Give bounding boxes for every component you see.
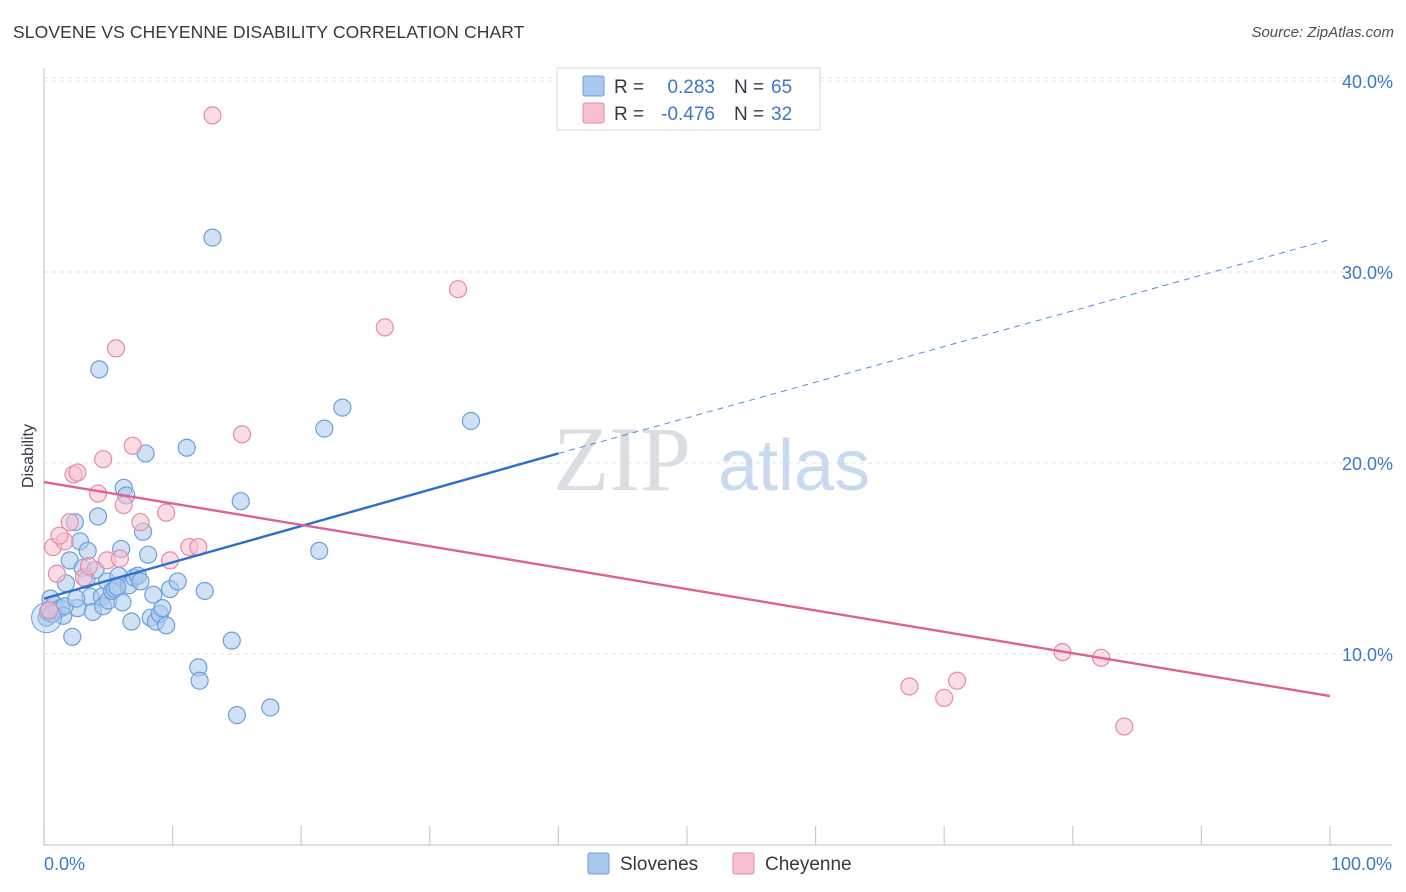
bottom-legend-swatch-slovenes bbox=[587, 852, 610, 875]
y-tick-label: 10.0% bbox=[1342, 645, 1393, 665]
cheyenne-point bbox=[68, 463, 87, 482]
legend-r-label-2: R = bbox=[614, 104, 644, 125]
x-ticks bbox=[43, 826, 1331, 845]
legend-r-label-1: R = bbox=[614, 77, 644, 98]
slovenes-point bbox=[190, 671, 209, 690]
cheyenne-point bbox=[1115, 717, 1134, 736]
slovenes-point bbox=[139, 545, 158, 564]
x-tick-label-max: 100.0% bbox=[1331, 854, 1392, 874]
slovenes-point bbox=[122, 612, 141, 631]
cheyenne-point bbox=[947, 671, 967, 690]
legend-swatch-slovenes bbox=[582, 75, 605, 97]
legend-swatch-cheyenne bbox=[582, 102, 605, 124]
slovenes-point bbox=[203, 228, 222, 247]
slovenes-point bbox=[67, 589, 86, 608]
cheyenne-point bbox=[131, 513, 150, 532]
y-tick-label: 40.0% bbox=[1342, 72, 1393, 92]
bottom-legend-swatch-cheyenne bbox=[732, 852, 755, 875]
cheyenne-point bbox=[106, 339, 126, 358]
chart-title: SLOVENE VS CHEYENNE DISABILITY CORRELATI… bbox=[13, 22, 525, 42]
legend-box: R = 0.283 N = 65 R = -0.476 N = 32 bbox=[556, 67, 821, 131]
legend-n-label-2: N = bbox=[734, 104, 764, 125]
watermark-zip: ZIP bbox=[553, 408, 691, 510]
y-tick-label: 20.0% bbox=[1342, 454, 1393, 474]
slovenes-point bbox=[144, 585, 163, 604]
cheyenne-point bbox=[375, 318, 394, 337]
cheyenne-point bbox=[123, 436, 142, 455]
slovenes-point bbox=[261, 698, 280, 717]
slovenes-point bbox=[157, 616, 176, 635]
slovenes-point bbox=[108, 578, 127, 597]
slovenes-point bbox=[231, 492, 250, 511]
slovenes-point bbox=[461, 411, 481, 431]
slovenes-point bbox=[315, 419, 334, 438]
y-tick-label: 30.0% bbox=[1342, 263, 1393, 283]
bottom-legend-label-slovenes: Slovenes bbox=[620, 854, 698, 875]
series-slovenes bbox=[31, 228, 481, 725]
cheyenne-point bbox=[47, 564, 66, 583]
cheyenne-point bbox=[114, 495, 133, 515]
watermark-atlas: atlas bbox=[718, 426, 870, 506]
slovenes-point bbox=[222, 631, 241, 650]
slovenes-point bbox=[227, 706, 246, 725]
slovenes-point bbox=[195, 581, 214, 601]
cheyenne-point bbox=[79, 557, 99, 576]
cheyenne-point bbox=[94, 450, 113, 469]
legend-r-value-1: 0.283 bbox=[667, 77, 715, 98]
slovenes-point bbox=[63, 627, 82, 646]
y-axis-title: Disability bbox=[20, 424, 37, 488]
cheyenne-point bbox=[900, 677, 919, 696]
slovenes-point bbox=[113, 593, 132, 612]
slovenes-point bbox=[177, 438, 196, 457]
legend-n-label-1: N = bbox=[734, 77, 764, 98]
series-cheyenne bbox=[40, 106, 1134, 736]
slovenes-point bbox=[310, 541, 329, 560]
slovenes-point bbox=[78, 541, 97, 560]
bottom-legend-label-cheyenne: Cheyenne bbox=[765, 854, 852, 875]
cheyenne-point bbox=[448, 280, 468, 299]
legend-r-value-2: -0.476 bbox=[661, 104, 715, 125]
cheyenne-point bbox=[110, 549, 129, 568]
trend-lines bbox=[43, 239, 1331, 698]
legend-n-value-1: 65 bbox=[771, 77, 792, 98]
cheyenne-point bbox=[50, 526, 69, 545]
cheyenne-point bbox=[88, 484, 108, 503]
cheyenne-point bbox=[40, 600, 59, 620]
legend-n-value-2: 32 bbox=[771, 104, 792, 125]
slovenes-point bbox=[88, 507, 108, 526]
x-tick-label-min: 0.0% bbox=[44, 854, 85, 874]
slovenes-point bbox=[168, 572, 187, 591]
cheyenne-point bbox=[60, 513, 79, 532]
slovenes-point bbox=[90, 360, 109, 379]
gridlines bbox=[44, 77, 1392, 655]
y-tick-labels: 10.0% 20.0% 30.0% 40.0% bbox=[1342, 72, 1393, 665]
cheyenne-point bbox=[935, 688, 954, 708]
slovenes-trend-extension bbox=[558, 239, 1331, 454]
slovenes-point bbox=[333, 398, 352, 417]
bottom-legend: Slovenes Cheyenne bbox=[587, 852, 852, 875]
cheyenne-trend-line bbox=[43, 480, 1331, 698]
cheyenne-point bbox=[232, 425, 252, 444]
slovenes-point bbox=[153, 599, 172, 618]
cheyenne-point bbox=[157, 503, 176, 522]
source-label: Source: ZipAtlas.com bbox=[1251, 24, 1394, 41]
cheyenne-point bbox=[203, 106, 222, 125]
slovenes-point bbox=[131, 572, 150, 591]
